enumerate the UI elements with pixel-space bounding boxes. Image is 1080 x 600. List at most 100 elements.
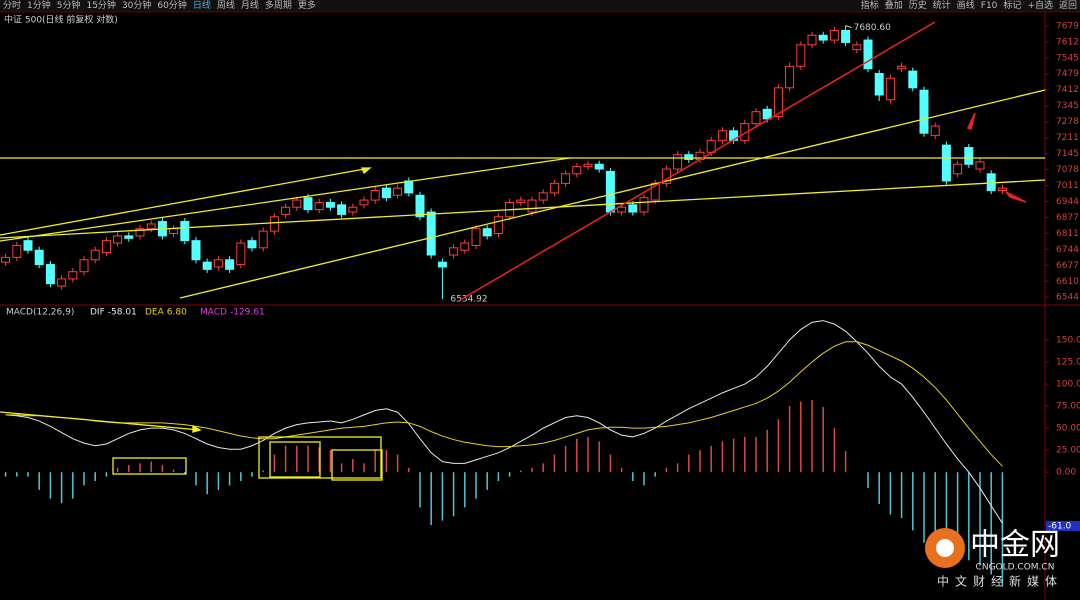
toolbar-item[interactable]: 60分钟 <box>157 1 187 11</box>
y-tick-label: 7679 <box>1056 21 1079 31</box>
y-tick-label: 7612 <box>1056 37 1079 47</box>
candle-body <box>639 197 649 213</box>
candle-body <box>953 163 963 175</box>
toolbar-item[interactable]: 日线 <box>192 1 211 11</box>
candle-body <box>426 211 436 256</box>
candle-body <box>673 154 683 170</box>
toolbar-item[interactable]: 多周期 <box>264 1 292 11</box>
candle-body <box>751 111 761 125</box>
y-tick-label: 7145 <box>1056 149 1079 159</box>
candle-body <box>415 194 425 218</box>
candle-body <box>818 34 828 41</box>
candle-body <box>225 259 235 270</box>
y-tick-label: 7545 <box>1056 53 1079 63</box>
trend-lines <box>0 89 1046 481</box>
logo-name: 中金网 <box>970 528 1060 563</box>
candle-body <box>986 173 996 192</box>
y-tick-label: 7479 <box>1056 69 1079 79</box>
y-tick-label: 6944 <box>1056 197 1079 207</box>
candle-body <box>191 240 201 261</box>
candle-body <box>852 44 862 51</box>
candle-body <box>863 39 873 70</box>
toolbar-item[interactable]: 5分钟 <box>56 1 81 11</box>
y-tick-label: 125.0 <box>1056 358 1080 368</box>
logo-slogan: 中文财经新媒体 <box>937 574 1063 589</box>
y-tick-label: 25.00 <box>1056 446 1080 456</box>
line-series <box>5 341 1003 467</box>
trend-lines <box>459 21 1027 301</box>
toolbar-item[interactable]: F10 <box>980 1 998 11</box>
candle-body <box>841 30 851 43</box>
candle-body <box>124 235 134 239</box>
toolbar-item[interactable]: 分时 <box>3 1 22 11</box>
candle-body <box>717 130 727 141</box>
candle-body <box>258 230 268 249</box>
toolbar-item[interactable]: 月线 <box>240 1 259 11</box>
candle-body <box>393 187 403 196</box>
candle-body <box>180 221 190 242</box>
candle-body <box>997 187 1007 192</box>
candle-body <box>34 249 44 266</box>
candle-body <box>538 192 548 201</box>
candle-body <box>404 180 414 194</box>
candle-body <box>919 89 929 134</box>
y-tick-label: 6610 <box>1056 277 1079 287</box>
candle-body <box>12 244 22 258</box>
toolbar-left: 分时 1分钟 5分钟 15分钟 30分钟 60分钟 日线 周线 月线 多周期 更多 <box>0 0 319 12</box>
candle-body <box>897 65 907 70</box>
candle-body <box>572 166 582 175</box>
toolbar-item[interactable]: 返回 <box>1058 1 1077 11</box>
line-series <box>5 320 1003 524</box>
macd-title: MACD(12,26,9) <box>6 308 74 318</box>
legend-label: MACD <box>200 308 227 318</box>
toolbar-item[interactable]: 更多 <box>297 1 316 11</box>
toolbar-item[interactable]: 历史 <box>908 1 927 11</box>
candle-body <box>785 65 795 89</box>
value-marker-label: -61.0 <box>1048 521 1072 531</box>
candle-body <box>113 235 123 244</box>
toolbar-item[interactable]: 指标 <box>860 1 879 11</box>
candle-body <box>269 216 279 232</box>
candle-body <box>829 30 839 41</box>
candle-body <box>930 125 940 137</box>
candle-body <box>236 242 246 266</box>
candle-body <box>594 163 604 170</box>
legend-value: -129.61 <box>230 308 265 318</box>
y-tick-label: 6677 <box>1056 261 1079 271</box>
candle-body <box>807 34 817 46</box>
toolbar: 分时 1分钟 5分钟 15分钟 30分钟 60分钟 日线 周线 月线 多周期 更多 指标 叠加 历史 统计画… <box>0 0 1080 12</box>
toolbar-item[interactable]: 叠加 <box>884 1 903 11</box>
toolbar-item[interactable]: 画线 <box>956 1 975 11</box>
y-tick-label: 7011 <box>1056 181 1079 191</box>
y-tick-label: 100.0 <box>1056 380 1080 390</box>
y-tick-label: 7345 <box>1056 101 1079 111</box>
candle-body <box>292 199 302 208</box>
toolbar-item[interactable]: 统计 <box>932 1 951 11</box>
logo: 中金网 CNGOLD.COM.CN 中文财经新媒体 <box>925 528 1063 589</box>
candle-body <box>57 278 67 287</box>
legend-value: 6.80 <box>167 308 187 318</box>
annotation: 7680.60 <box>854 23 891 33</box>
candle-body <box>762 108 772 120</box>
candle-body <box>90 249 100 261</box>
legend-value: -58.01 <box>108 308 137 318</box>
candle-body <box>493 216 503 235</box>
toolbar-item[interactable]: 1分钟 <box>27 1 51 11</box>
candle-body <box>583 163 593 168</box>
candle-body <box>516 199 526 203</box>
y-tick-label: 150.0 <box>1056 335 1080 345</box>
annotation: 6534.92 <box>450 295 487 305</box>
toolbar-item[interactable]: 标记 <box>1003 1 1022 11</box>
candle-body <box>482 228 492 237</box>
toolbar-item[interactable]: +自选 <box>1027 1 1053 11</box>
y-tick-label: 75.00 <box>1056 402 1080 412</box>
candle-body <box>79 259 89 273</box>
candle-body <box>975 161 985 170</box>
toolbar-item[interactable]: 30分钟 <box>121 1 152 11</box>
candle-body <box>101 240 111 254</box>
toolbar-item[interactable]: 15分钟 <box>86 1 116 11</box>
candle-body <box>941 144 951 182</box>
toolbar-item[interactable]: 周线 <box>216 1 235 11</box>
